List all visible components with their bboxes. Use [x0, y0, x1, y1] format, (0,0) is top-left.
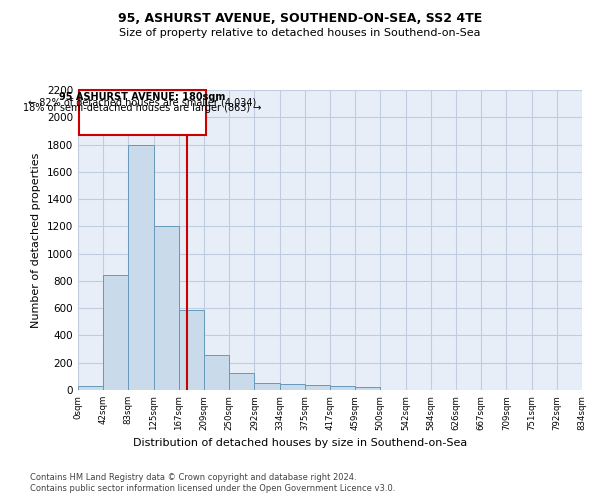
Bar: [179, 310, 205, 390]
Text: Contains HM Land Registry data © Crown copyright and database right 2024.: Contains HM Land Registry data © Crown c…: [30, 472, 356, 482]
Bar: [205, 355, 229, 390]
Text: Distribution of detached houses by size in Southend-on-Sea: Distribution of detached houses by size …: [133, 438, 467, 448]
Bar: [103, 276, 128, 390]
Text: 18% of semi-detached houses are larger (863) →: 18% of semi-detached houses are larger (…: [23, 102, 261, 113]
Bar: [280, 384, 305, 390]
Bar: [229, 373, 254, 390]
Text: ← 82% of detached houses are smaller (4,034): ← 82% of detached houses are smaller (4,…: [28, 98, 256, 108]
Text: Contains public sector information licensed under the Open Government Licence v3: Contains public sector information licen…: [30, 484, 395, 493]
Bar: [355, 388, 380, 390]
Y-axis label: Number of detached properties: Number of detached properties: [31, 152, 41, 328]
Bar: [154, 226, 179, 390]
Bar: [330, 386, 355, 390]
Text: Size of property relative to detached houses in Southend-on-Sea: Size of property relative to detached ho…: [119, 28, 481, 38]
Text: 95, ASHURST AVENUE, SOUTHEND-ON-SEA, SS2 4TE: 95, ASHURST AVENUE, SOUTHEND-ON-SEA, SS2…: [118, 12, 482, 26]
Bar: [254, 383, 280, 390]
Bar: [78, 386, 103, 390]
FancyBboxPatch shape: [79, 90, 206, 135]
Text: 95 ASHURST AVENUE: 180sqm: 95 ASHURST AVENUE: 180sqm: [59, 92, 225, 102]
Bar: [305, 385, 330, 390]
Bar: [128, 144, 154, 390]
